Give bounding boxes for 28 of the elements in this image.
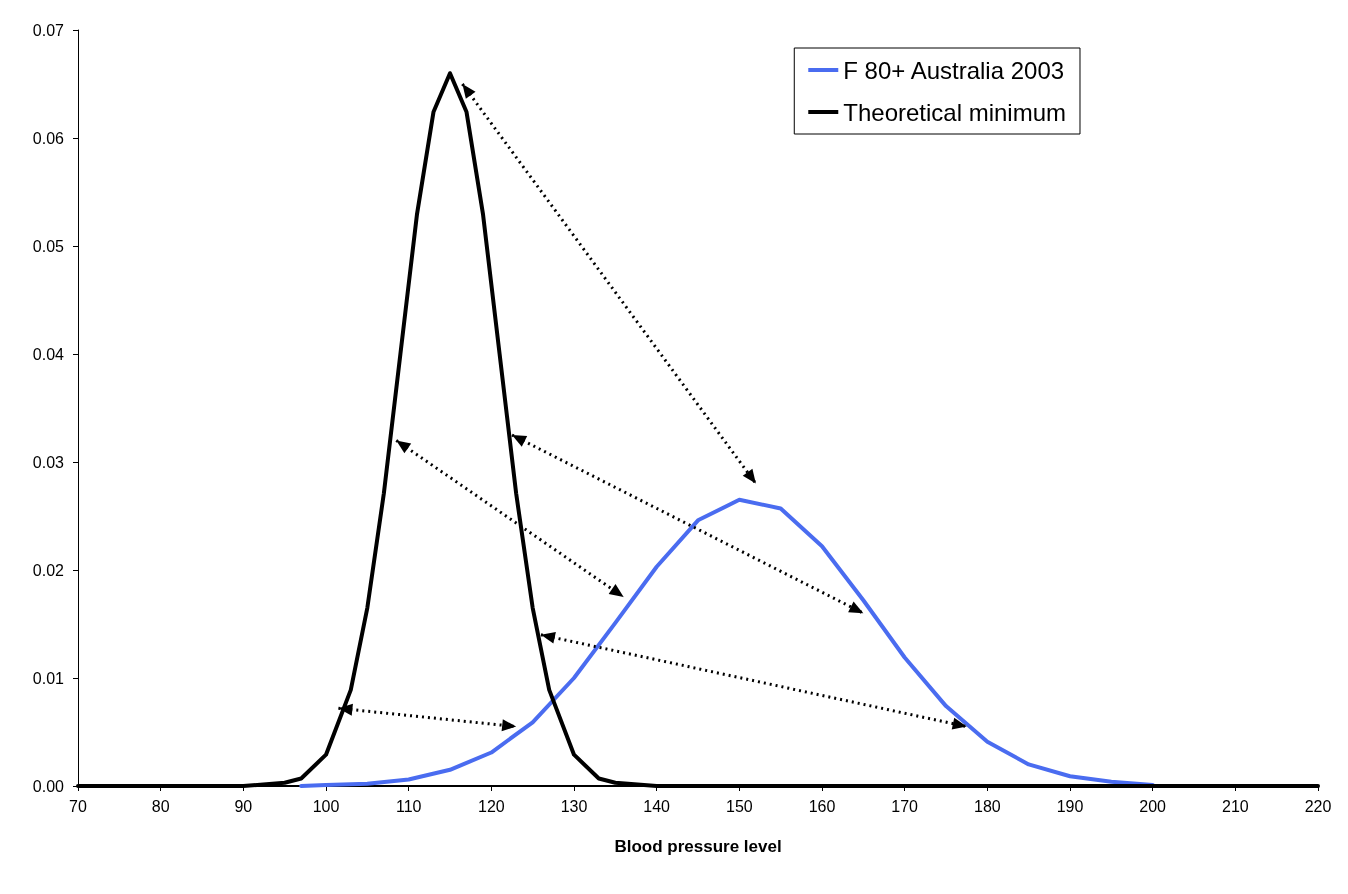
- x-tick-label: 90: [234, 797, 253, 815]
- x-tick-label: 70: [69, 797, 87, 815]
- x-tick-label: 200: [1139, 797, 1167, 815]
- x-tick-label: 80: [151, 797, 170, 815]
- x-tick-label: 130: [560, 797, 588, 815]
- legend-label: F 80+ Australia 2003: [843, 56, 1065, 84]
- legend-label: Theoretical minimum: [843, 98, 1067, 126]
- x-tick-label: 140: [643, 797, 671, 815]
- y-tick-label: 0.01: [32, 669, 65, 687]
- x-tick-label: 170: [891, 797, 919, 815]
- x-tick-label: 190: [1056, 797, 1084, 815]
- x-tick-label: 210: [1221, 797, 1249, 815]
- x-tick-label: 150: [725, 797, 753, 815]
- x-axis-title: Blood pressure level: [614, 837, 782, 856]
- x-tick-label: 220: [1304, 797, 1332, 815]
- y-tick-label: 0.03: [32, 453, 65, 471]
- x-tick-label: 100: [312, 797, 340, 815]
- line-series: [299, 497, 1155, 788]
- x-tick-label: 110: [395, 797, 422, 815]
- y-tick-label: 0.00: [32, 777, 65, 795]
- y-tick-label: 0.07: [32, 21, 65, 39]
- y-tick-label: 0.04: [32, 345, 65, 363]
- x-tick-label: 160: [808, 797, 836, 815]
- y-tick-label: 0.06: [32, 129, 65, 147]
- y-tick-label: 0.05: [32, 237, 65, 255]
- x-tick-label: 180: [973, 797, 1001, 815]
- x-tick-label: 120: [477, 797, 505, 815]
- y-tick-label: 0.02: [32, 561, 65, 579]
